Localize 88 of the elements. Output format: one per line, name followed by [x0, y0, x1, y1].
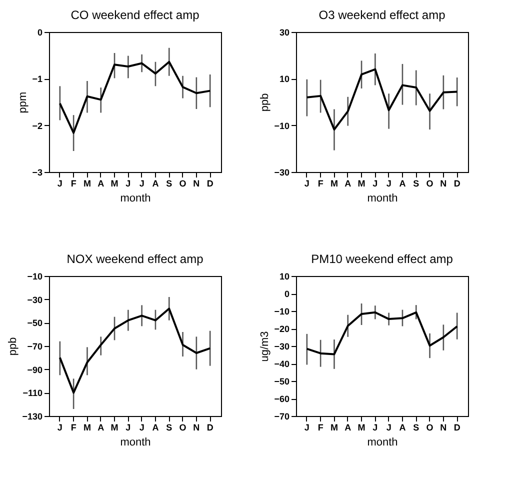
y-tick-label: 10	[279, 272, 290, 282]
y-axis-title: ppb	[259, 93, 272, 112]
y-axis-title: ppb	[7, 337, 20, 356]
x-tick-label: J	[372, 178, 378, 188]
chart-title: PM10 weekend effect amp	[311, 252, 454, 266]
y-tick-label: −2	[32, 120, 42, 131]
y-tick-label: 10	[279, 74, 290, 84]
x-tick-label: N	[440, 422, 447, 432]
x-tick-label: J	[126, 178, 131, 188]
y-tick-label: −70	[27, 342, 42, 352]
x-tick-label: F	[318, 422, 324, 432]
x-tick-label: A	[152, 422, 160, 432]
x-tick-label: D	[206, 422, 214, 432]
y-tick-label: −20	[274, 324, 290, 334]
x-tick-label: S	[413, 422, 420, 432]
x-tick-label: J	[57, 178, 62, 188]
x-tick-label: N	[193, 178, 200, 188]
x-tick-label: M	[330, 422, 338, 432]
x-tick-label: M	[83, 422, 91, 432]
x-tick-label: D	[454, 422, 461, 432]
x-tick-label: N	[440, 178, 447, 188]
x-tick-label: D	[454, 178, 461, 188]
x-tick-label: A	[98, 178, 105, 188]
y-tick-label: −50	[274, 376, 290, 386]
x-tick-label: J	[304, 178, 310, 188]
y-tick-label: −30	[274, 168, 290, 178]
x-tick-label: M	[83, 178, 91, 188]
y-tick-label: −10	[274, 120, 290, 131]
y-tick-label: −10	[274, 306, 290, 316]
x-tick-label: J	[386, 422, 392, 432]
y-tick-label: −10	[27, 272, 42, 282]
x-tick-label: S	[413, 178, 420, 188]
x-tick-label: N	[193, 422, 200, 432]
y-tick-label: −60	[274, 394, 290, 404]
x-tick-label: J	[139, 422, 144, 432]
x-tick-label: S	[166, 422, 172, 432]
chart-title: NOX weekend effect amp	[66, 252, 204, 266]
x-tick-label: A	[399, 422, 406, 432]
x-tick-label: J	[139, 178, 144, 188]
x-tick-label: M	[330, 178, 338, 188]
y-tick-label: −40	[274, 359, 290, 369]
x-tick-label: O	[179, 178, 186, 188]
x-tick-label: A	[344, 178, 352, 188]
line-series	[306, 311, 458, 356]
x-tick-label: F	[70, 422, 77, 432]
x-tick-label: S	[166, 178, 172, 188]
x-tick-label: A	[399, 178, 406, 188]
x-tick-label: M	[110, 178, 118, 188]
x-tick-label: J	[304, 422, 310, 432]
x-tick-label: D	[206, 178, 214, 188]
y-tick-label: −130	[22, 412, 42, 422]
x-axis-title: month	[367, 192, 398, 204]
x-axis-title: month	[120, 192, 151, 204]
x-tick-label: M	[358, 178, 366, 188]
x-tick-label: F	[70, 178, 77, 188]
chart-title: O3 weekend effect amp	[318, 8, 446, 22]
x-tick-label: A	[152, 178, 160, 188]
line-series	[58, 60, 212, 134]
y-tick-label: −70	[274, 412, 290, 422]
y-tick-label: −110	[22, 388, 42, 398]
x-tick-label: J	[57, 422, 62, 432]
y-tick-label: 0	[37, 28, 42, 38]
x-tick-label: F	[318, 178, 324, 188]
x-tick-label: A	[98, 422, 105, 432]
x-tick-label: O	[179, 422, 186, 432]
y-axis-title: ppm	[17, 92, 30, 114]
y-tick-label: −30	[27, 294, 42, 305]
line-series	[306, 68, 458, 131]
y-tick-label: −3	[32, 168, 42, 178]
y-tick-label: −30	[274, 342, 290, 352]
chart-title: CO weekend effect amp	[70, 8, 200, 22]
line-series	[58, 308, 212, 394]
y-tick-label: 30	[279, 28, 290, 38]
y-axis-title: ug/m3	[259, 331, 272, 362]
y-tick-label: −50	[27, 318, 42, 328]
x-axis-title: month	[367, 436, 398, 448]
x-tick-label: J	[126, 422, 131, 432]
x-tick-label: O	[426, 422, 434, 432]
x-tick-label: J	[372, 422, 378, 432]
y-tick-label: 0	[284, 289, 290, 299]
x-tick-label: O	[426, 178, 434, 188]
x-tick-label: M	[358, 422, 366, 432]
x-tick-label: A	[344, 422, 352, 432]
y-tick-label: −90	[27, 364, 42, 375]
x-tick-label: J	[386, 178, 392, 188]
x-axis-title: month	[120, 436, 151, 448]
x-tick-label: M	[110, 422, 118, 432]
y-tick-label: −1	[32, 74, 42, 84]
